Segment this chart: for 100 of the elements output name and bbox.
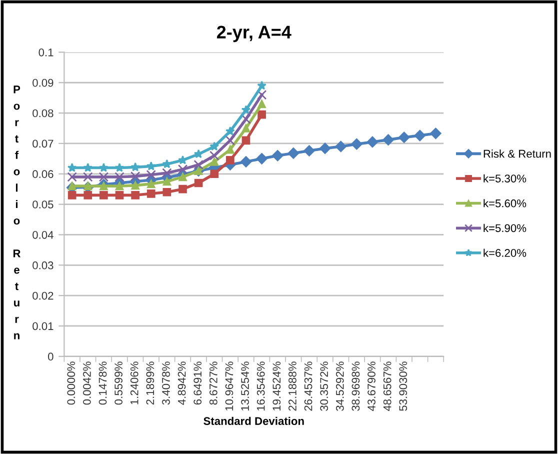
y-tick-label: 0.09 — [32, 78, 54, 87]
y-tick-label: 0.02 — [32, 292, 54, 300]
x-axis-title: Standard Deviation — [204, 416, 304, 426]
point — [100, 191, 108, 200]
x-tick-label: 34.5292% — [336, 362, 344, 411]
point — [68, 191, 76, 200]
y-tick-label: 0.01 — [32, 322, 54, 330]
legend-label: Risk & Return — [484, 150, 551, 158]
point — [398, 132, 410, 143]
point — [131, 191, 140, 200]
point — [240, 156, 252, 168]
point — [162, 168, 172, 178]
point — [225, 136, 236, 146]
x-tick-label: 43.6790% — [368, 362, 376, 412]
x-tick-label: 10.9647% — [225, 362, 234, 410]
legend-label: k=5.30% — [484, 174, 526, 182]
point — [162, 177, 172, 186]
point — [130, 171, 140, 182]
x-tick-label: 22.1888% — [288, 362, 296, 411]
x-tick-label: 53.9030% — [399, 362, 408, 411]
point — [430, 128, 442, 140]
point — [210, 170, 219, 178]
point — [226, 145, 234, 154]
x-tick-label: 26.4537% — [304, 362, 312, 411]
x-tick-label: 30.3572% — [320, 362, 328, 411]
point — [146, 161, 156, 170]
point — [83, 162, 93, 172]
point — [114, 162, 124, 172]
x-tick-label: 0.0042% — [83, 362, 91, 405]
point — [257, 80, 266, 90]
point — [382, 134, 394, 146]
point — [272, 150, 284, 162]
chart-title: 2-yr, A=4 — [216, 26, 292, 42]
x-tick-label: 4.8942% — [178, 362, 186, 405]
point — [98, 172, 109, 182]
point — [83, 172, 93, 182]
y-tick-label: 0.08 — [32, 109, 54, 118]
point — [84, 191, 92, 200]
legend-label: k=5.90% — [484, 224, 526, 232]
point — [258, 110, 266, 119]
point — [146, 180, 156, 188]
text: Portfolio Return — [13, 86, 21, 340]
x-tick-label: 6.6491% — [194, 362, 202, 405]
x-tick-label: 8.6727% — [209, 362, 218, 405]
point — [226, 126, 235, 136]
x-tick-label: 16.3546% — [256, 362, 265, 410]
point — [288, 148, 300, 159]
point — [146, 189, 156, 198]
point — [242, 136, 250, 145]
legend-label: k=6.20% — [484, 248, 526, 257]
point — [256, 153, 268, 164]
x-tick-label: 48.6567% — [383, 362, 392, 412]
point — [304, 145, 315, 156]
x-tick-label: 38.9698% — [352, 362, 360, 411]
y-tick-label: 0.07 — [32, 140, 54, 148]
point — [194, 178, 203, 188]
x-tick-label: 1.2406% — [130, 362, 138, 404]
point — [178, 155, 188, 164]
point — [115, 191, 124, 200]
y-tick-label: 0.04 — [32, 230, 54, 239]
y-tick-label: 0.1 — [38, 48, 54, 56]
point — [68, 182, 76, 190]
point — [210, 142, 220, 151]
point — [178, 172, 187, 182]
point — [210, 150, 220, 160]
point — [146, 170, 156, 180]
point — [100, 182, 108, 190]
point — [84, 182, 92, 190]
point — [114, 172, 124, 182]
point — [335, 140, 346, 152]
y-tick-label: 0.05 — [32, 200, 54, 208]
point — [131, 181, 140, 190]
point — [210, 158, 219, 166]
x-tick-label: 2.1899% — [146, 362, 154, 405]
legend-label: k=5.60% — [484, 199, 526, 208]
point — [99, 162, 108, 172]
y-tick-label: 0.06 — [32, 170, 54, 178]
point — [241, 105, 251, 114]
point — [226, 156, 234, 164]
x-tick-label: 0.1478% — [98, 362, 107, 405]
point — [256, 90, 267, 100]
point — [241, 114, 251, 124]
point — [162, 188, 172, 196]
x-tick-label: 13.5254% — [241, 362, 249, 410]
point — [366, 136, 378, 148]
y-tick-label: 0.03 — [32, 261, 54, 270]
point — [258, 100, 266, 108]
point — [194, 149, 204, 158]
x-tick-label: 0.5599% — [114, 362, 122, 405]
point — [67, 162, 77, 172]
point — [194, 160, 204, 170]
point — [67, 172, 77, 182]
point — [178, 184, 187, 194]
x-tick-label: 19.4524% — [272, 362, 281, 410]
x-tick-label: 3.4078% — [162, 362, 170, 405]
point — [414, 130, 426, 142]
point — [115, 182, 124, 190]
point — [242, 124, 250, 132]
x-tick-label: 0.0000% — [67, 362, 76, 405]
point — [130, 162, 140, 172]
